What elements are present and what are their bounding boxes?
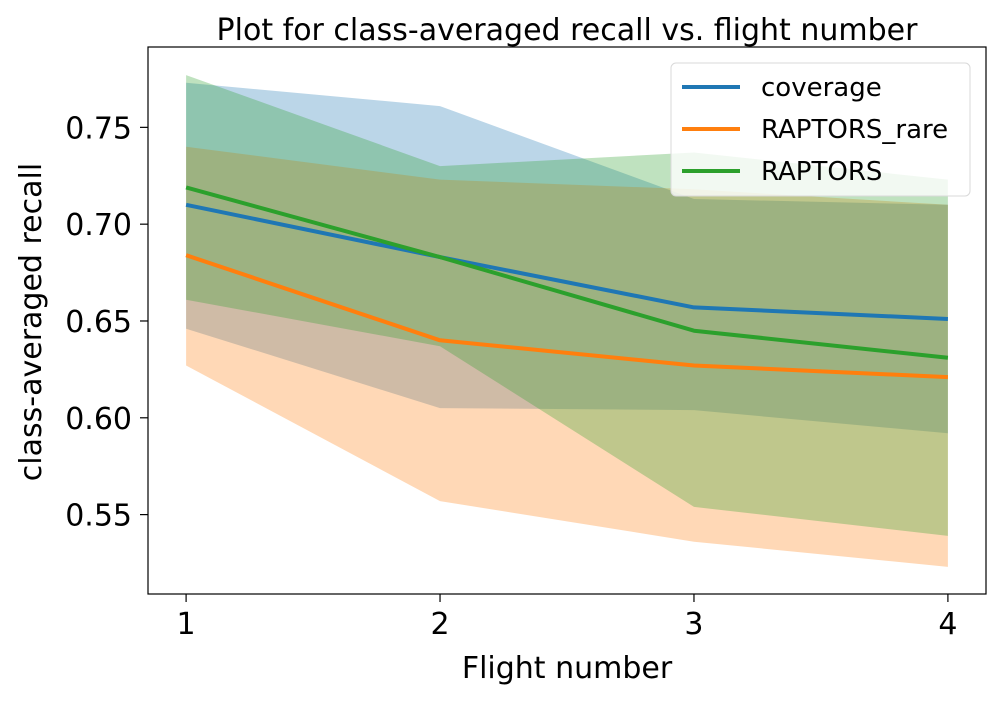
x-tick-label: 4 — [938, 607, 957, 642]
chart-title: Plot for class-averaged recall vs. fligh… — [217, 13, 919, 48]
y-axis-label: class-averaged recall — [14, 163, 49, 481]
y-tick-label: 0.70 — [65, 208, 132, 243]
band-coverage — [186, 82, 948, 434]
legend-label: coverage — [761, 73, 882, 103]
legend-label: RAPTORS — [761, 157, 882, 187]
x-tick-label: 2 — [430, 607, 449, 642]
line-raptors-rare — [185, 253, 948, 380]
axes: 1 2 3 4 0.55 0.60 0.65 0.70 0.75 — [65, 46, 987, 642]
legend: coverage RAPTORS_rare RAPTORS — [670, 62, 971, 197]
y-tick-label: 0.75 — [65, 111, 132, 146]
legend-label: RAPTORS_rare — [761, 115, 948, 145]
x-tick-label: 3 — [684, 607, 703, 642]
y-tick-label: 0.65 — [65, 305, 132, 340]
legend-box — [670, 62, 971, 197]
line-raptors — [185, 185, 949, 360]
y-tick-label: 0.60 — [65, 402, 132, 437]
series-lines — [185, 185, 949, 380]
x-tick-label: 1 — [177, 607, 196, 642]
x-axis-label: Flight number — [462, 651, 673, 686]
line-coverage — [185, 202, 948, 321]
y-tick-label: 0.55 — [65, 499, 132, 534]
band-raptors-rare — [186, 146, 948, 567]
